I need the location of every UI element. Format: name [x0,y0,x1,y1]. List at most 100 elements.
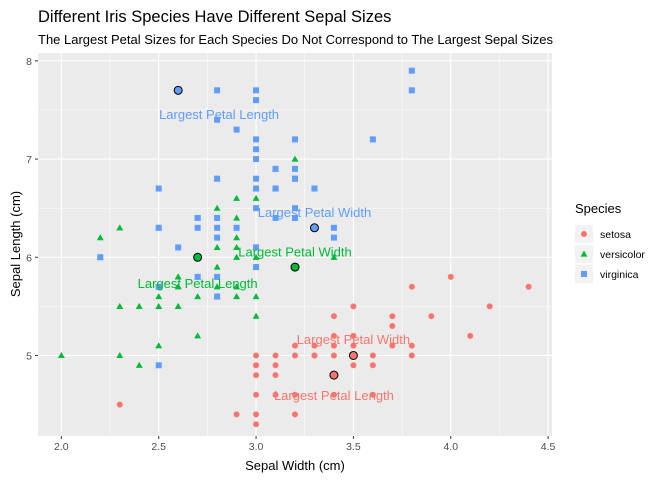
versicolor-point [233,234,241,241]
versicolor-point [233,243,241,251]
versicolor-point [116,224,124,231]
versicolor-point [116,352,124,359]
setosa-point [486,303,493,310]
legend-label: virginica [600,269,639,281]
versicolor-point [330,253,338,260]
versicolor-point [233,293,241,300]
setosa-point [272,372,279,379]
legend-key-virginica [581,271,587,277]
annotation-label: Largest Petal Length [159,107,279,122]
virginica-point [292,165,298,172]
highlighted-point [173,85,183,95]
versicolor-point [252,194,260,201]
highlighted-point [329,370,339,380]
plot-panel [38,53,552,436]
versicolor-point [57,352,65,359]
virginica-point [155,283,162,290]
virginica-point [97,254,104,261]
virginica-point [253,146,260,153]
versicolor-point [174,302,182,309]
versicolor-point [155,342,163,349]
setosa-point [292,391,298,398]
virginica-point [194,224,201,231]
setosa-point [292,411,298,418]
virginica-point [253,244,260,251]
setosa-point [330,332,337,339]
setosa-point [233,411,240,418]
virginica-point [253,185,260,192]
setosa-point [350,332,357,339]
virginica-point [408,67,415,74]
versicolor-point [233,194,241,201]
setosa-point [253,362,260,369]
virginica-point [194,214,201,221]
setosa-point [408,352,415,359]
virginica-point [272,165,279,172]
y-tick-label: 5 [26,350,32,362]
versicolor-point [252,312,260,319]
legend-label: setosa [600,229,631,241]
highlighted-point [193,252,203,262]
setosa-point [253,352,260,359]
x-axis-title: Sepal Width (cm) [245,458,345,473]
versicolor-point [213,283,221,290]
setosa-point [311,352,318,359]
setosa-point [292,352,298,359]
versicolor-point [194,332,202,339]
virginica-point [369,136,376,143]
setosa-point [389,323,396,330]
highlighted-point [309,223,319,233]
x-tick-label: 2.0 [54,441,69,453]
virginica-point [214,234,221,241]
virginica-point [155,362,162,369]
setosa-point [272,352,279,359]
versicolor-point [194,293,202,300]
virginica-point [214,224,221,231]
versicolor-point [174,283,182,290]
versicolor-point [233,283,241,290]
virginica-point [253,264,260,271]
virginica-point [253,87,260,94]
annotation-label: Largest Petal Width [238,244,351,259]
setosa-point [272,391,279,398]
virginica-point [214,273,221,280]
virginica-point [311,185,318,192]
x-tick-label: 3.0 [249,441,264,453]
virginica-point [233,224,240,231]
annotation-label: Largest Petal Length [138,276,258,291]
legend-title: Species [575,201,622,216]
setosa-point [408,283,415,290]
setosa-point [330,313,337,320]
virginica-point [175,244,182,251]
annotation-label: Largest Petal Width [297,332,410,347]
versicolor-point [233,214,241,221]
setosa-point [389,342,396,349]
y-tick-label: 7 [26,154,32,166]
setosa-point [447,273,454,280]
versicolor-point [116,302,124,309]
axes: 2.0 2.5 3.0 3.5 4.0 4.5 5 6 7 8 [26,56,555,453]
virginica-point [214,175,221,182]
annotation-label: Largest Petal Width [258,205,371,220]
setosa-point [253,421,260,428]
setosa-point [467,332,474,339]
x-tick-label: 4.0 [443,441,458,453]
setosa-point [369,362,376,369]
setosa-point [428,313,435,320]
virginica-point [233,126,240,133]
y-tick-label: 8 [26,56,32,68]
setosa-point [292,342,298,349]
y-axis-title: Sepal Length (cm) [8,191,23,297]
virginica-point [272,214,279,221]
versicolor-point [252,293,260,300]
setosa-point [369,352,376,359]
versicolor-point [252,253,260,260]
setosa-point [330,391,337,398]
annotations: Largest Petal Length Largest Petal Width L… [138,107,410,403]
versicolor-point [213,243,221,251]
versicolor-point [155,302,163,309]
annotation-label: Largest Petal Length [274,388,394,403]
virginica-point [292,205,298,212]
